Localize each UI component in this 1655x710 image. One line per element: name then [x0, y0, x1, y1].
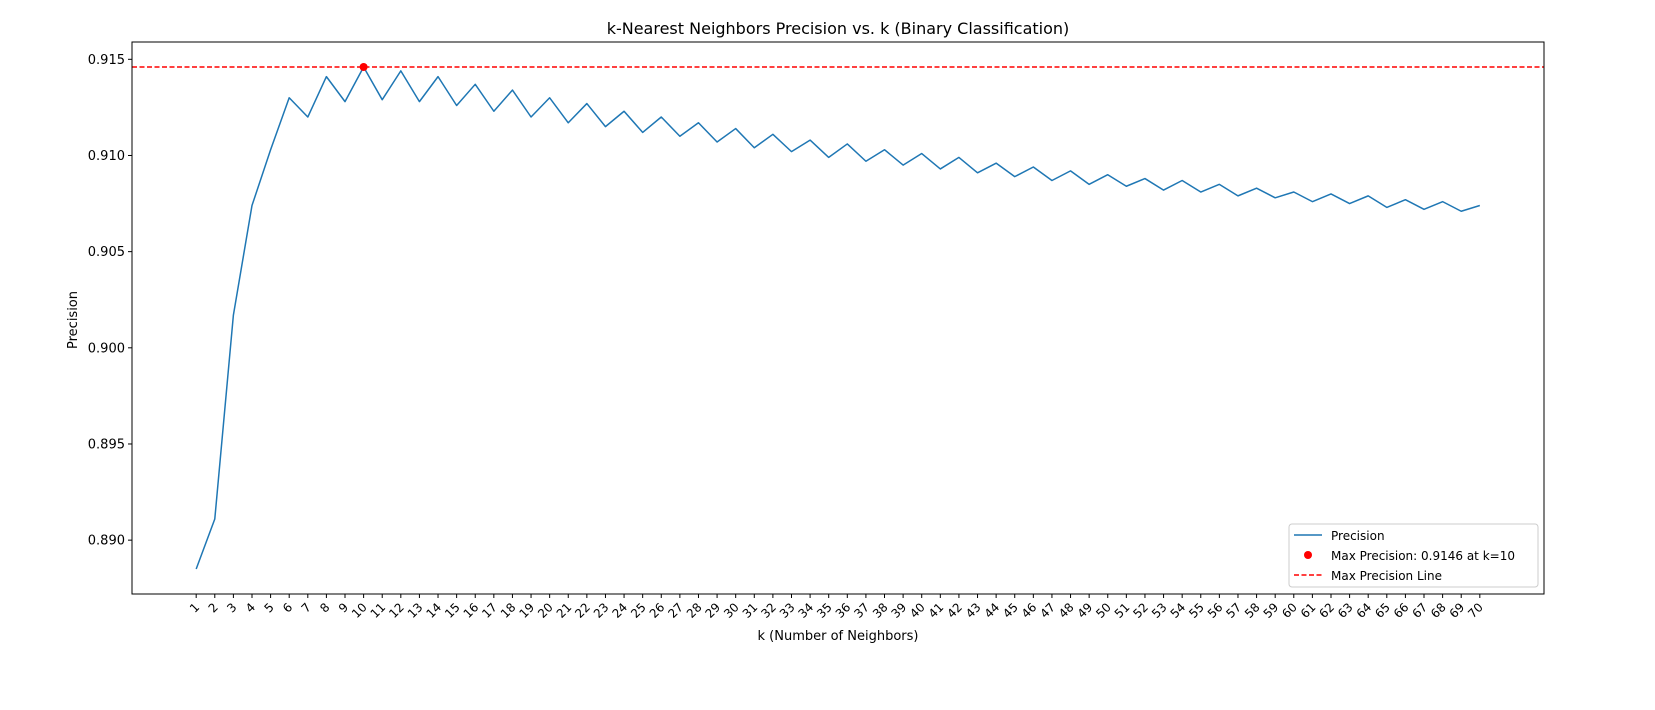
- x-tick-label: 42: [944, 600, 965, 621]
- legend-max-line-label: Max Precision Line: [1331, 569, 1442, 583]
- x-tick-label: 9: [336, 600, 351, 615]
- x-tick-label: 68: [1428, 600, 1449, 621]
- x-tick-label: 21: [554, 600, 575, 621]
- x-tick-label: 46: [1019, 600, 1040, 621]
- x-tick-label: 64: [1354, 600, 1375, 621]
- x-tick-label: 40: [907, 600, 928, 621]
- x-tick-label: 7: [299, 600, 314, 615]
- x-tick-label: 56: [1205, 600, 1226, 621]
- precision-series-line: [195, 66, 1481, 570]
- x-tick-label: 60: [1279, 600, 1300, 621]
- x-tick-label: 32: [758, 600, 779, 621]
- x-tick-label: 35: [814, 600, 835, 621]
- x-tick-label: 10: [349, 600, 370, 621]
- x-tick-label: 11: [368, 600, 389, 621]
- x-tick-label: 57: [1223, 600, 1244, 621]
- x-tick-label: 69: [1447, 600, 1468, 621]
- max-precision-point: [359, 63, 368, 72]
- x-tick-label: 13: [405, 600, 426, 621]
- x-tick-label: 27: [665, 600, 686, 621]
- x-tick-label: 34: [796, 600, 817, 621]
- x-tick-label: 24: [609, 600, 630, 621]
- legend-precision-label: Precision: [1331, 529, 1385, 543]
- x-tick-label: 67: [1409, 600, 1430, 621]
- x-tick-label: 4: [243, 600, 258, 615]
- x-tick-label: 59: [1261, 600, 1282, 621]
- x-tick-label: 22: [572, 600, 593, 621]
- y-tick-label: 0.910: [88, 149, 125, 164]
- x-axis-label: k (Number of Neighbors): [758, 629, 919, 644]
- x-tick-label: 51: [1112, 600, 1133, 621]
- x-tick-label: 70: [1465, 600, 1486, 621]
- x-tick-label: 12: [386, 600, 407, 621]
- x-tick-label: 1: [187, 600, 202, 615]
- x-tick-label: 29: [702, 600, 723, 621]
- x-tick-label: 63: [1335, 600, 1356, 621]
- x-tick-label: 30: [721, 600, 742, 621]
- x-tick-label: 2: [206, 600, 221, 615]
- x-tick-label: 33: [777, 600, 798, 621]
- plot-area: [132, 63, 1544, 570]
- legend: Precision Max Precision: 0.9146 at k=10 …: [1288, 523, 1539, 588]
- x-tick-label: 62: [1316, 600, 1337, 621]
- x-tick-label: 26: [647, 600, 668, 621]
- legend-box: [1288, 523, 1539, 588]
- y-tick-label: 0.900: [88, 341, 125, 356]
- legend-max-point-label: Max Precision: 0.9146 at k=10: [1331, 549, 1515, 563]
- x-tick-label: 66: [1391, 600, 1412, 621]
- x-tick-label: 37: [851, 600, 872, 621]
- x-tick-label: 54: [1168, 600, 1189, 621]
- x-tick-label: 31: [740, 600, 761, 621]
- x-tick-label: 58: [1242, 600, 1263, 621]
- x-tick-label: 14: [423, 600, 444, 621]
- x-tick-label: 43: [963, 600, 984, 621]
- y-tick-label: 0.905: [88, 245, 125, 260]
- x-tick-label: 44: [982, 600, 1003, 621]
- x-tick-label: 47: [1037, 600, 1058, 621]
- x-tick-label: 16: [461, 600, 482, 621]
- legend-max-point-swatch: [1304, 551, 1312, 559]
- x-tick-label: 48: [1056, 600, 1077, 621]
- x-tick-label: 65: [1372, 600, 1393, 621]
- y-axis-label: Precision: [66, 291, 81, 349]
- x-tick-label: 19: [516, 600, 537, 621]
- x-tick-label: 17: [479, 600, 500, 621]
- x-tick-label: 3: [224, 600, 239, 615]
- x-tick-label: 6: [280, 600, 295, 615]
- y-tick-label: 0.915: [88, 53, 125, 68]
- x-tick-label: 45: [1000, 600, 1021, 621]
- x-tick-label: 5: [261, 600, 276, 615]
- x-tick-label: 41: [926, 600, 947, 621]
- x-tick-label: 38: [870, 600, 891, 621]
- x-tick-label: 20: [535, 600, 556, 621]
- x-tick-label: 8: [317, 600, 332, 615]
- x-tick-label: 25: [628, 600, 649, 621]
- axes-frame: [131, 41, 1545, 595]
- x-tick-label: 53: [1149, 600, 1170, 621]
- chart-title: k-Nearest Neighbors Precision vs. k (Bin…: [607, 19, 1070, 38]
- x-tick-label: 15: [442, 600, 463, 621]
- x-tick-label: 61: [1298, 600, 1319, 621]
- x-tick-label: 52: [1130, 600, 1151, 621]
- x-tick-label: 55: [1186, 600, 1207, 621]
- y-tick-label: 0.890: [88, 534, 125, 549]
- x-tick-label: 23: [591, 600, 612, 621]
- x-tick-label: 36: [833, 600, 854, 621]
- y-tick-label: 0.895: [88, 437, 125, 452]
- x-tick-label: 39: [889, 600, 910, 621]
- x-tick-label: 49: [1075, 600, 1096, 621]
- x-tick-label: 18: [498, 600, 519, 621]
- x-tick-label: 28: [684, 600, 705, 621]
- x-tick-label: 50: [1093, 600, 1114, 621]
